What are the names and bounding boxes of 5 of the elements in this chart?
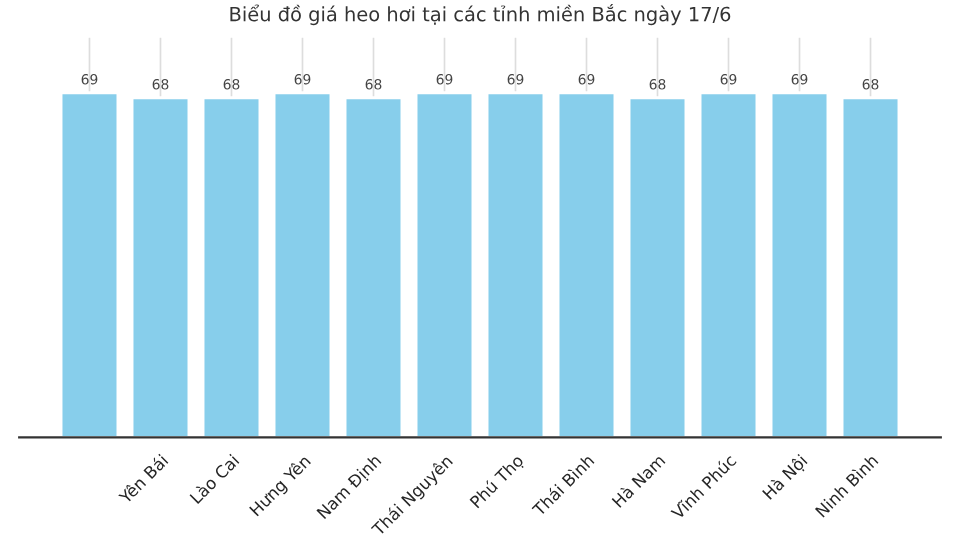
x-tick-label: Yên Bái <box>117 453 169 505</box>
x-tick-label: Hà Nội <box>761 453 810 502</box>
x-tick-label: Lào Cai <box>188 453 240 505</box>
chart-title: Biểu đồ giá heo hơi tại các tỉnh miền Bắc ngày 17/6 <box>230 4 731 26</box>
x-tick-label: Phú Thọ <box>468 453 527 511</box>
